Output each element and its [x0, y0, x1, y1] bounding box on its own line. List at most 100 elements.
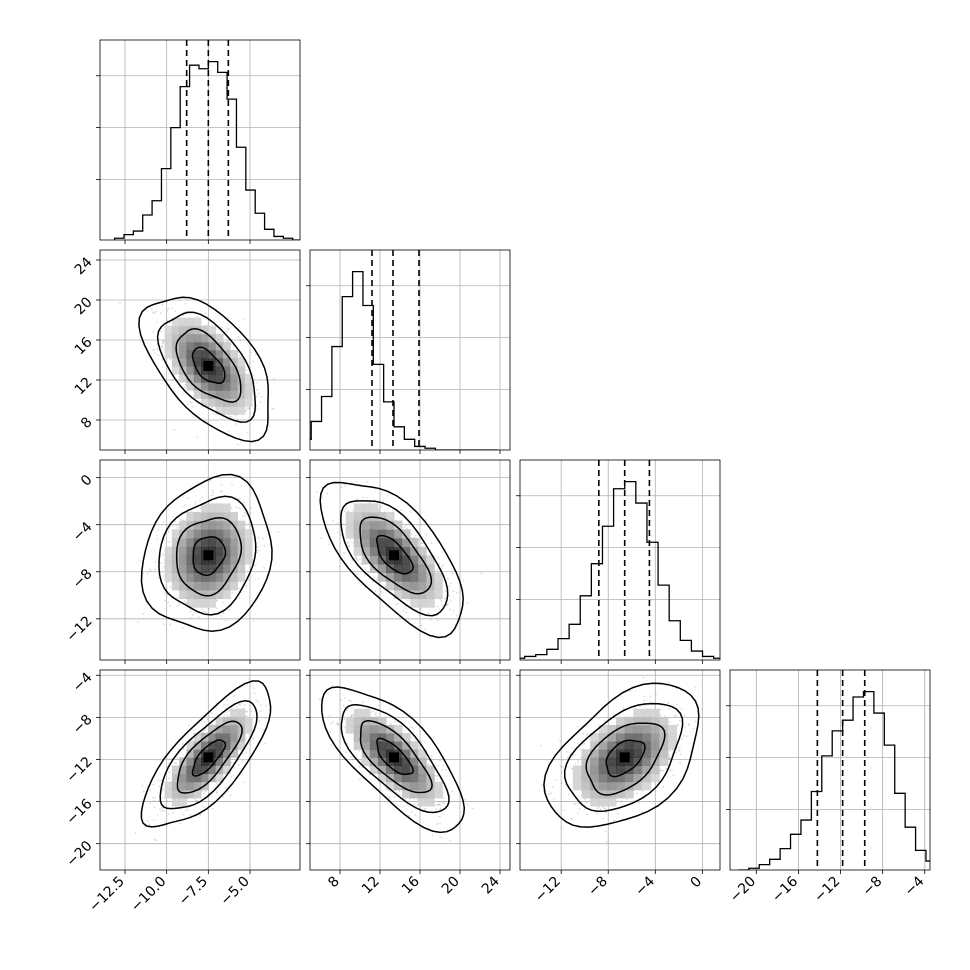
scatter-point — [247, 677, 250, 680]
scatter-point — [427, 611, 430, 614]
density-cell — [201, 765, 209, 775]
scatter-point — [256, 407, 259, 410]
scatter-point — [339, 529, 341, 532]
scatter-point — [343, 718, 346, 721]
density-cell — [179, 374, 187, 383]
density-cell — [164, 789, 173, 799]
density-cell — [179, 572, 187, 582]
scatter-point — [348, 699, 351, 702]
density-cell — [426, 555, 435, 565]
scatter-point — [153, 348, 155, 351]
scatter-point — [379, 700, 382, 703]
scatter-point — [368, 501, 371, 504]
density-cell — [193, 512, 202, 522]
scatter-point — [337, 724, 340, 726]
scatter-point — [253, 692, 256, 695]
scatter-point — [244, 704, 246, 706]
density-cell — [237, 563, 246, 574]
scatter-point — [167, 581, 170, 584]
density-cell — [377, 563, 387, 574]
density-cell — [215, 406, 224, 415]
density-cell — [230, 406, 238, 415]
scatter-point — [202, 731, 205, 734]
scatter-point — [201, 496, 204, 499]
density-cell — [361, 503, 371, 513]
density-cell — [186, 581, 195, 591]
scatter-point — [464, 798, 467, 801]
scatter-point — [242, 752, 244, 755]
density-cell — [244, 555, 253, 565]
density-cell — [215, 538, 224, 548]
scatter-point — [337, 722, 340, 725]
scatter-point — [154, 561, 157, 564]
density-cell — [244, 398, 253, 407]
scatter-point — [440, 550, 443, 553]
scatter-point — [153, 352, 156, 354]
axes-frame — [309, 249, 511, 451]
scatter-point — [163, 804, 166, 807]
density-cell — [230, 529, 238, 539]
scatter-point — [152, 783, 155, 786]
scatter-point — [262, 537, 264, 540]
density-cell — [193, 341, 202, 351]
scatter-point — [452, 590, 455, 593]
scatter-point — [163, 821, 166, 824]
scatter-point — [330, 722, 333, 725]
density-cell — [215, 749, 224, 758]
density-cell — [208, 563, 217, 574]
density-cell — [353, 503, 363, 513]
density-cell — [418, 546, 427, 556]
scatter-point — [149, 570, 152, 572]
scatter-point — [336, 724, 339, 726]
contour-level-0 — [191, 739, 227, 777]
scatter-point — [361, 770, 364, 773]
scatter-point — [142, 613, 145, 615]
scatter-point — [328, 714, 331, 717]
scatter-point — [169, 623, 172, 626]
scatter-point — [196, 436, 199, 438]
scatter-point — [162, 553, 165, 556]
scatter-point — [424, 808, 427, 810]
scatter-point — [227, 608, 230, 611]
scatter-point — [440, 600, 443, 603]
density-cell — [230, 724, 238, 734]
scatter-point — [252, 360, 254, 363]
density-cell — [215, 555, 224, 565]
scatter-point — [447, 603, 449, 606]
density-cell — [222, 538, 231, 548]
scatter-point — [157, 800, 160, 803]
density-cell — [186, 563, 195, 574]
density-cell — [361, 520, 371, 530]
density-cell — [186, 333, 195, 343]
density-cell — [410, 555, 419, 565]
density-cell — [230, 512, 238, 522]
density-cell — [208, 398, 217, 407]
scatter-point — [159, 562, 162, 565]
scatter-point — [365, 481, 368, 483]
density-cell — [222, 581, 231, 591]
density-cell — [222, 741, 231, 750]
scatter-point — [196, 799, 198, 802]
density-cell — [193, 382, 202, 391]
density-cell — [377, 572, 387, 582]
scatter-point — [352, 509, 354, 512]
density-cell — [418, 581, 427, 591]
scatter-point — [407, 522, 410, 525]
density-cell — [186, 757, 195, 766]
density-cell — [186, 374, 195, 383]
scatter-point — [427, 763, 430, 766]
scatter-point — [160, 345, 163, 348]
density-cell — [402, 538, 411, 548]
density-cell — [385, 581, 395, 591]
scatter-point — [227, 328, 229, 331]
contour-level-0 — [192, 536, 227, 577]
scatter-point — [252, 738, 255, 740]
density-cell — [186, 546, 195, 556]
density-cell — [215, 512, 224, 522]
scatter-point — [164, 591, 167, 594]
scatter-point — [226, 699, 229, 702]
scatter-panel-3-0 — [99, 669, 301, 871]
contour-level-3 — [140, 680, 272, 828]
scatter-panel-2-0 — [99, 459, 301, 661]
scatter-point — [409, 726, 412, 729]
